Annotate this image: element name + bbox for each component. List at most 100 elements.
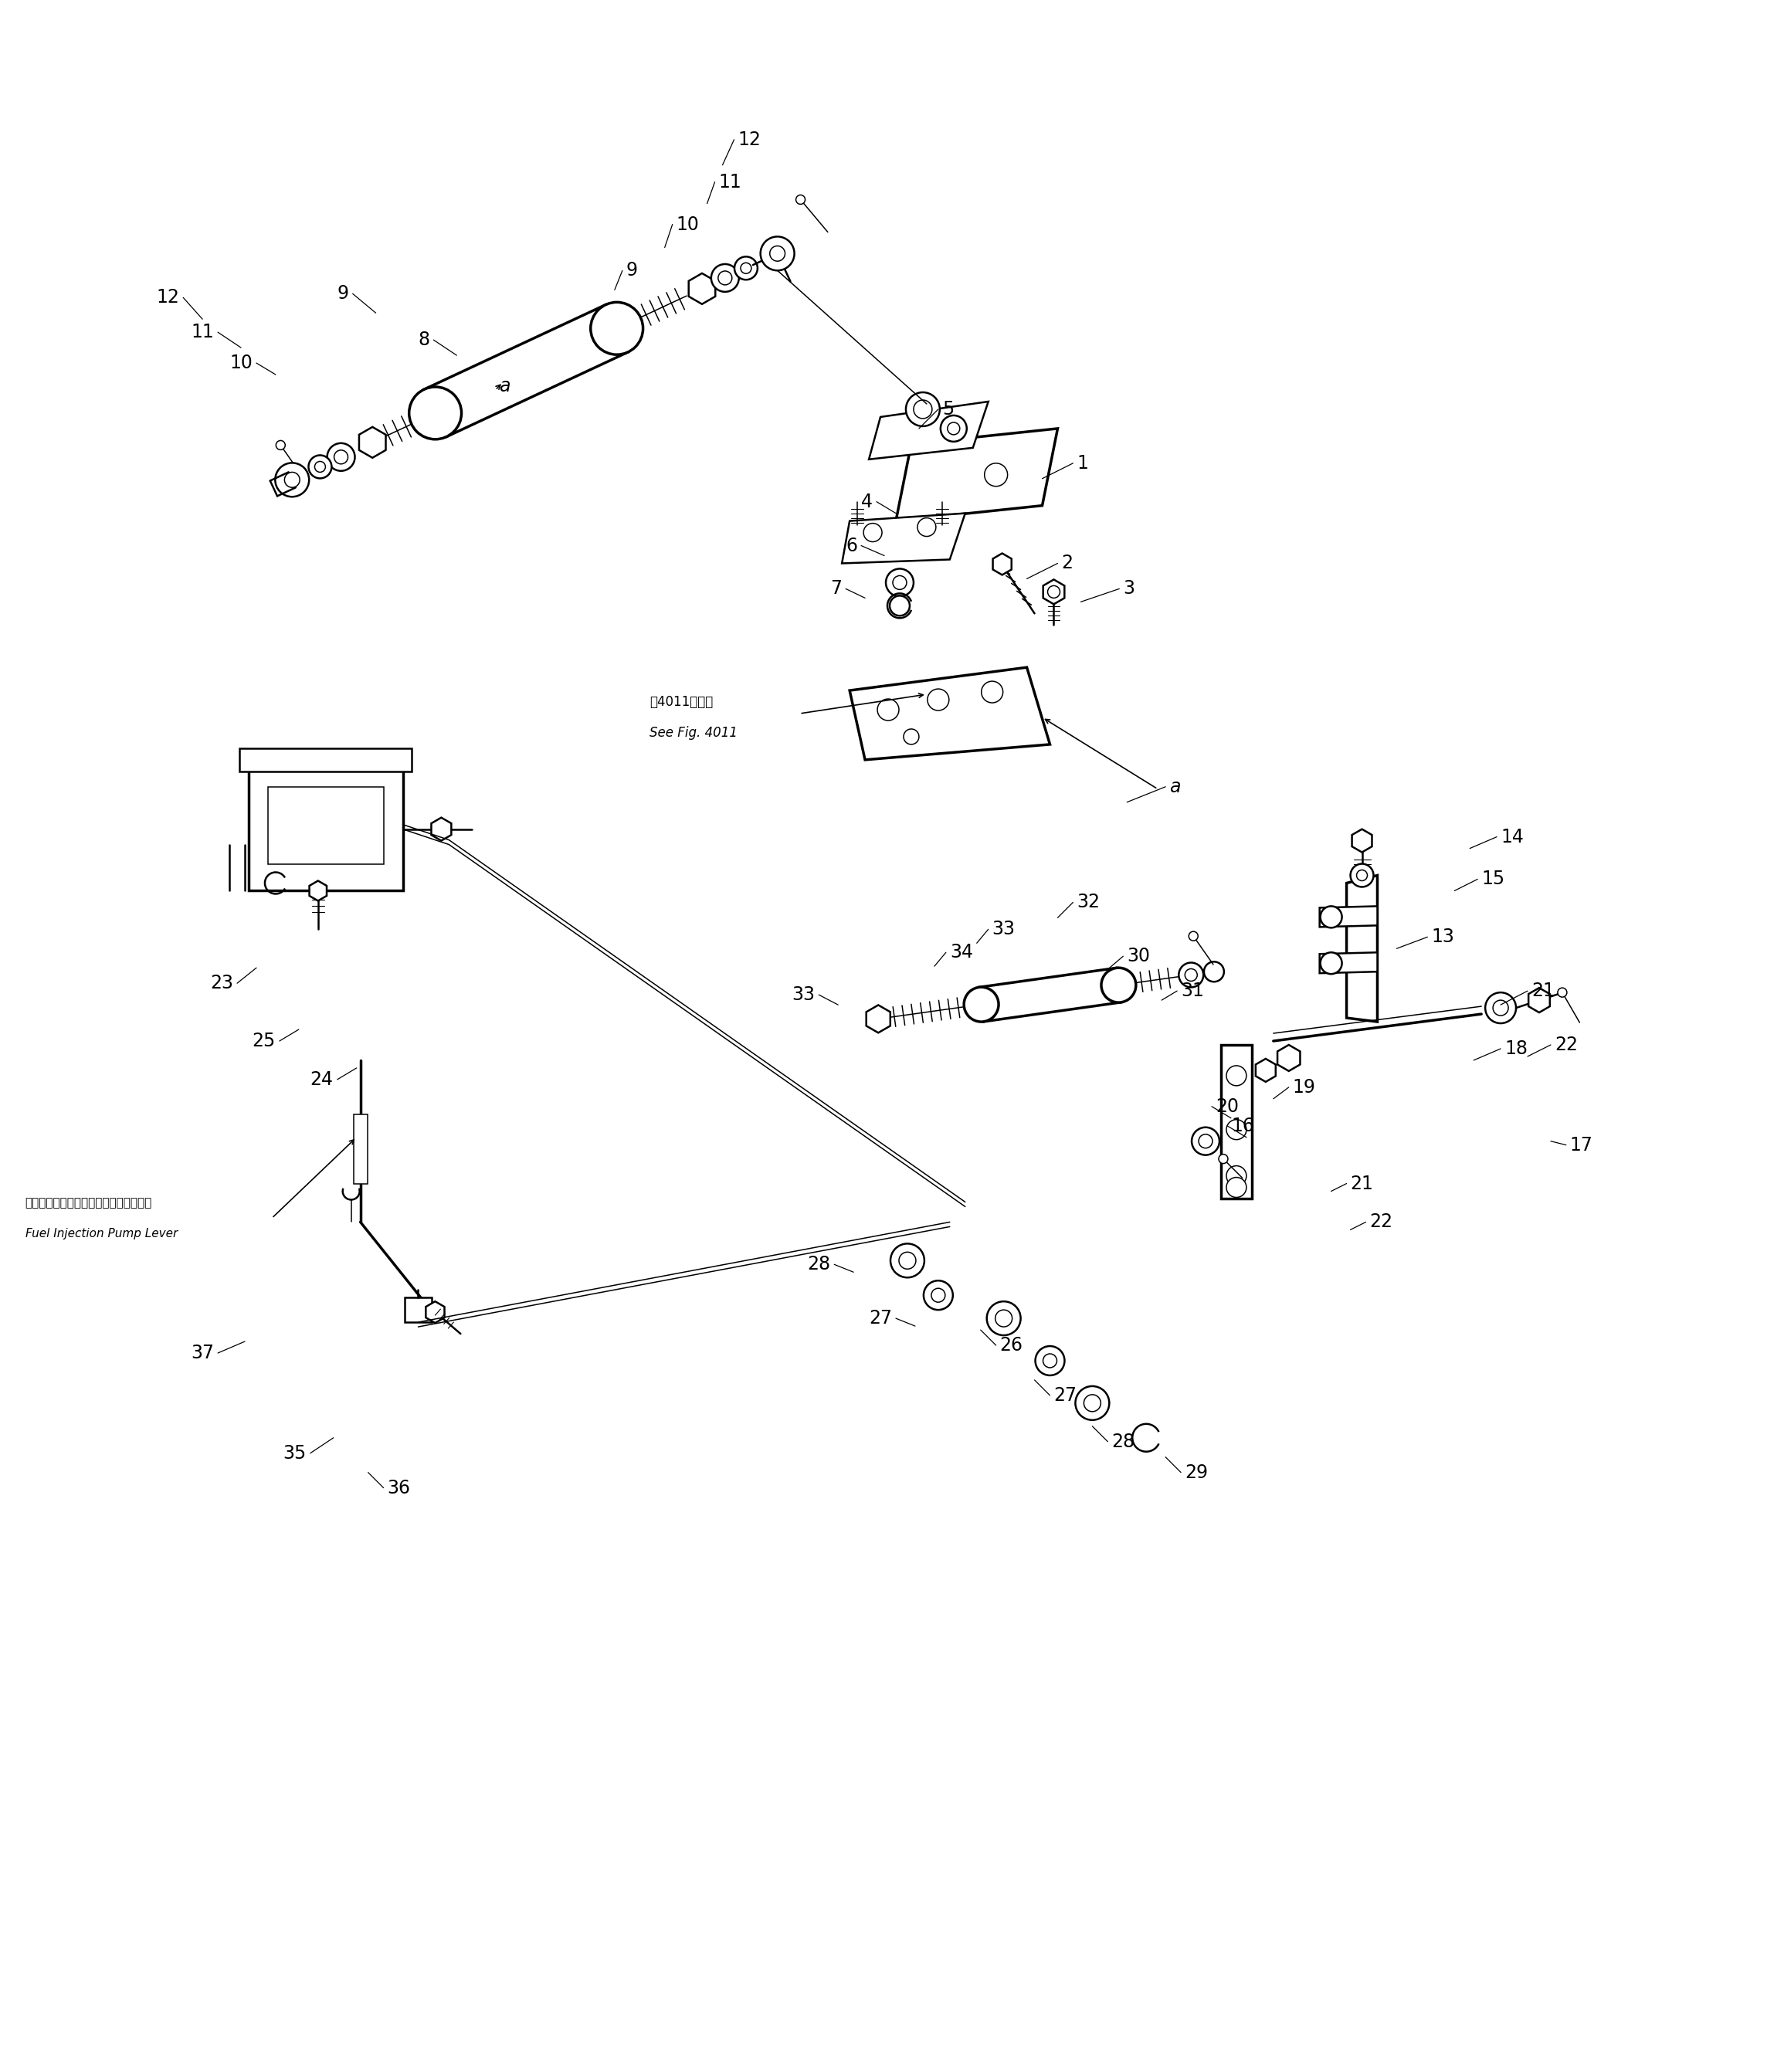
Text: 22: 22	[1370, 1212, 1393, 1231]
Polygon shape	[994, 553, 1012, 574]
Text: 18: 18	[1504, 1040, 1527, 1059]
Circle shape	[890, 597, 910, 615]
Circle shape	[924, 1280, 953, 1310]
Circle shape	[1356, 870, 1367, 881]
Polygon shape	[869, 402, 988, 460]
Circle shape	[1076, 1386, 1110, 1419]
Text: a: a	[1169, 777, 1181, 796]
Circle shape	[1226, 1167, 1247, 1185]
Polygon shape	[1044, 580, 1065, 605]
Text: 第4011図参照: 第4011図参照	[649, 694, 714, 709]
Polygon shape	[1320, 905, 1377, 926]
Circle shape	[913, 400, 931, 419]
Text: 6: 6	[846, 537, 858, 555]
Circle shape	[409, 387, 462, 439]
Text: 30: 30	[1127, 947, 1151, 966]
Circle shape	[863, 524, 881, 541]
Polygon shape	[1347, 874, 1377, 1021]
Circle shape	[995, 1310, 1012, 1326]
Circle shape	[1204, 961, 1224, 982]
Polygon shape	[867, 1005, 890, 1032]
Text: 28: 28	[806, 1256, 830, 1274]
Text: 28: 28	[1111, 1432, 1135, 1450]
Text: 4: 4	[862, 493, 872, 512]
Circle shape	[1226, 1177, 1247, 1198]
Circle shape	[981, 682, 1003, 702]
Text: 10: 10	[676, 215, 699, 234]
Circle shape	[1035, 1347, 1065, 1376]
Text: 27: 27	[1054, 1386, 1078, 1405]
Text: 1: 1	[1078, 454, 1088, 472]
Polygon shape	[309, 881, 326, 901]
Text: 7: 7	[830, 580, 842, 599]
Text: 22: 22	[1554, 1036, 1577, 1055]
Circle shape	[1493, 1001, 1507, 1015]
Text: 2: 2	[1061, 553, 1074, 572]
Text: See Fig. 4011: See Fig. 4011	[649, 725, 737, 740]
Polygon shape	[426, 1301, 444, 1324]
Text: 23: 23	[211, 974, 234, 992]
Polygon shape	[359, 427, 385, 458]
Circle shape	[987, 1301, 1020, 1334]
Text: 10: 10	[230, 354, 253, 373]
Text: 19: 19	[1293, 1077, 1315, 1096]
Circle shape	[326, 443, 355, 470]
Text: 8: 8	[417, 332, 430, 350]
Polygon shape	[425, 305, 628, 437]
Polygon shape	[1529, 988, 1550, 1013]
Text: 20: 20	[1215, 1098, 1238, 1115]
Polygon shape	[239, 748, 412, 771]
Polygon shape	[1277, 1044, 1301, 1071]
Text: 26: 26	[999, 1336, 1022, 1355]
Circle shape	[277, 441, 285, 450]
Polygon shape	[689, 274, 715, 305]
Bar	[405, 1297, 432, 1322]
Circle shape	[1199, 1133, 1213, 1148]
Circle shape	[1226, 1119, 1247, 1140]
Text: 12: 12	[157, 288, 180, 307]
Polygon shape	[896, 429, 1058, 520]
Text: 24: 24	[310, 1071, 334, 1088]
Circle shape	[735, 257, 758, 280]
Circle shape	[887, 568, 913, 597]
Text: 37: 37	[191, 1345, 214, 1361]
Circle shape	[1320, 953, 1342, 974]
Text: 27: 27	[869, 1310, 892, 1328]
Text: 16: 16	[1231, 1117, 1254, 1135]
Circle shape	[903, 729, 919, 744]
Circle shape	[906, 392, 940, 427]
Circle shape	[940, 414, 967, 441]
Circle shape	[878, 698, 899, 721]
Text: 34: 34	[949, 943, 972, 961]
Circle shape	[796, 195, 805, 205]
Text: 33: 33	[992, 920, 1015, 939]
Text: 31: 31	[1181, 982, 1204, 1001]
Text: 17: 17	[1570, 1135, 1593, 1154]
Circle shape	[1350, 864, 1374, 887]
Circle shape	[769, 247, 785, 261]
Circle shape	[1226, 1065, 1247, 1086]
Polygon shape	[849, 667, 1051, 760]
Circle shape	[890, 1243, 924, 1278]
Circle shape	[1044, 1353, 1056, 1368]
Circle shape	[1101, 968, 1136, 1003]
Text: 9: 9	[337, 284, 350, 303]
Circle shape	[1047, 586, 1060, 599]
Polygon shape	[1220, 1044, 1252, 1200]
Circle shape	[947, 423, 960, 435]
Circle shape	[309, 456, 332, 479]
Text: フェエルインジェクションポンプレバー: フェエルインジェクションポンプレバー	[25, 1198, 152, 1208]
Text: 3: 3	[1124, 580, 1135, 599]
Bar	[268, 787, 384, 864]
Circle shape	[985, 464, 1008, 487]
Circle shape	[928, 688, 949, 711]
Polygon shape	[842, 514, 965, 564]
Circle shape	[284, 472, 300, 487]
Circle shape	[1557, 988, 1566, 997]
Text: 5: 5	[942, 400, 954, 419]
Circle shape	[899, 1251, 915, 1268]
Text: 21: 21	[1350, 1175, 1374, 1193]
Text: 25: 25	[252, 1032, 277, 1051]
Polygon shape	[1256, 1059, 1276, 1082]
Text: 14: 14	[1500, 827, 1524, 845]
